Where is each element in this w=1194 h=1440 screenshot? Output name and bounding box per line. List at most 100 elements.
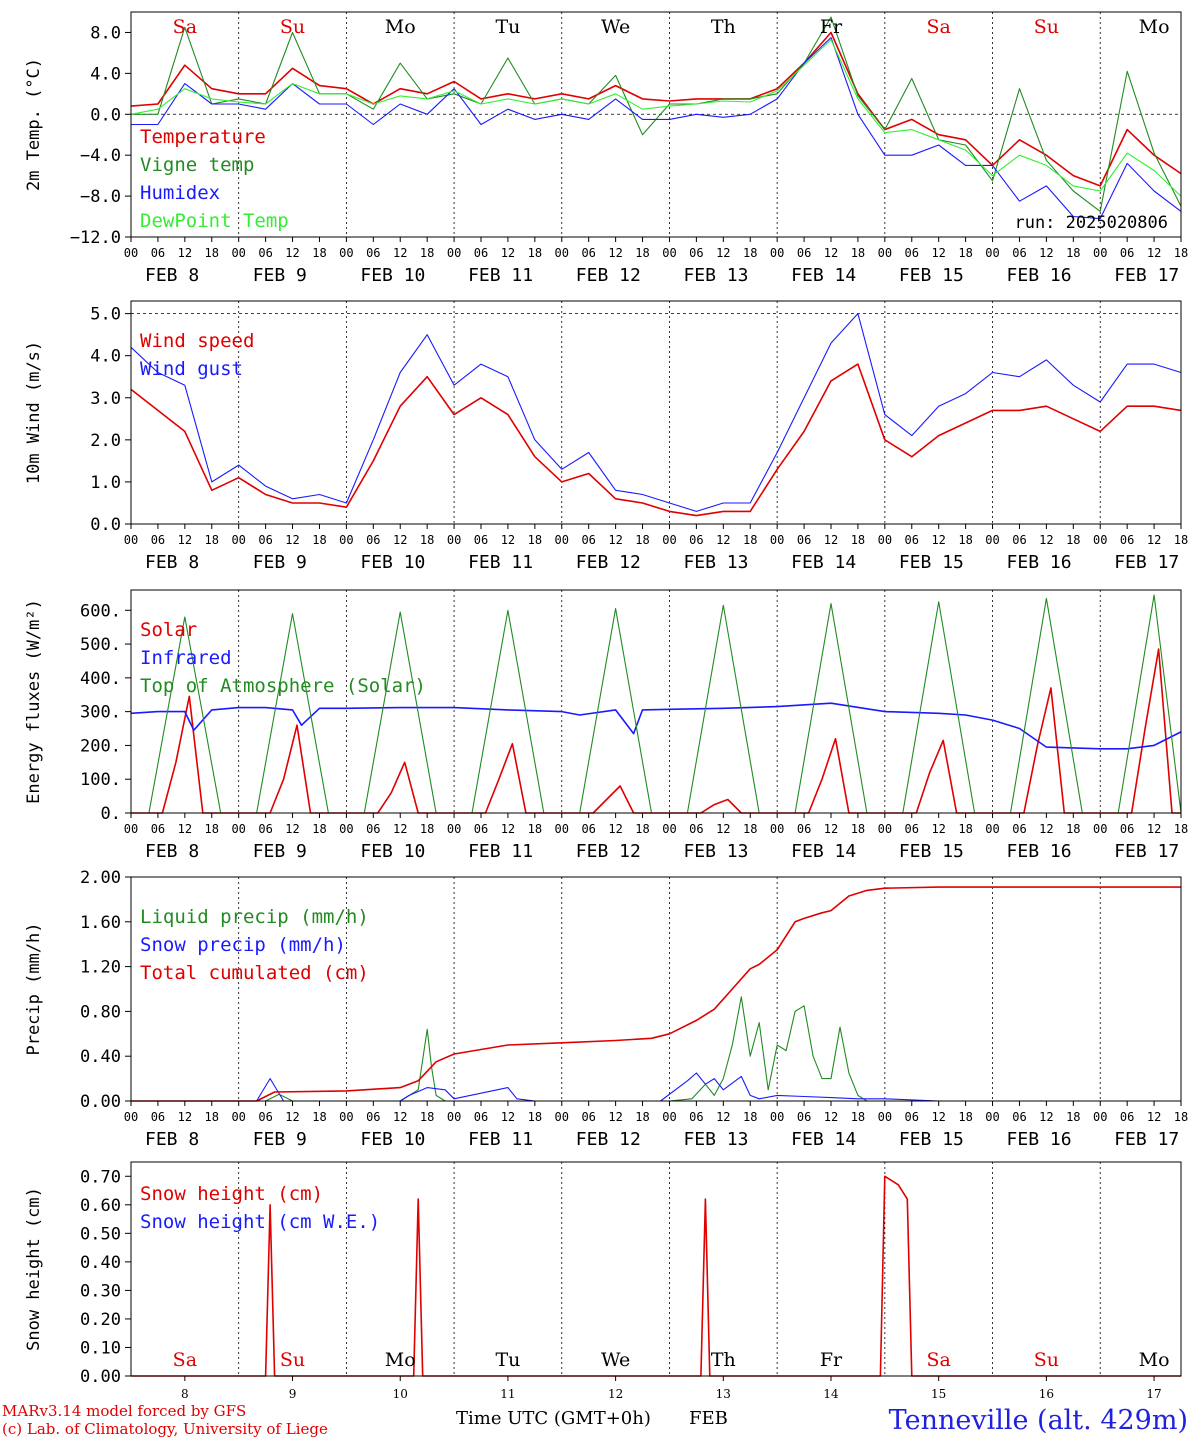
y-axis-label: 10m Wind (m/s) bbox=[24, 341, 44, 484]
y-tick-label: 4.0 bbox=[90, 347, 121, 367]
hour-label: 18 bbox=[312, 822, 326, 836]
date-label: FEB 12 bbox=[576, 265, 641, 286]
hour-label: 12 bbox=[716, 1110, 730, 1124]
date-label: FEB 9 bbox=[253, 265, 307, 286]
legend-entry: Snow height (cm W.E.) bbox=[140, 1211, 380, 1233]
date-label: FEB 10 bbox=[360, 265, 425, 286]
hour-label: 18 bbox=[851, 246, 865, 260]
hour-label: 18 bbox=[205, 822, 219, 836]
day-number: 10 bbox=[393, 1387, 408, 1401]
date-label: FEB 9 bbox=[253, 841, 307, 862]
legend-entry: DewPoint Temp bbox=[140, 210, 289, 232]
hour-label: 06 bbox=[151, 533, 165, 547]
hour-label: 00 bbox=[555, 533, 569, 547]
hour-label: 00 bbox=[124, 246, 138, 260]
hour-label: 18 bbox=[743, 533, 757, 547]
y-tick-label: −12.0 bbox=[70, 228, 121, 248]
hour-label: 00 bbox=[447, 822, 461, 836]
date-label: FEB 14 bbox=[791, 841, 856, 862]
legend-entry: Liquid precip (mm/h) bbox=[140, 906, 369, 928]
hour-label: 12 bbox=[1147, 822, 1161, 836]
series-line-1 bbox=[130, 363, 1182, 517]
legend-entry: Temperature bbox=[140, 126, 266, 148]
y-tick-label: 4.0 bbox=[90, 64, 121, 84]
hour-label: 12 bbox=[393, 533, 407, 547]
date-label: FEB 8 bbox=[145, 1129, 199, 1150]
hour-label: 18 bbox=[312, 533, 326, 547]
hour-label: 06 bbox=[1120, 822, 1134, 836]
hour-label: 18 bbox=[528, 246, 542, 260]
day-name-label: Mo bbox=[1139, 16, 1170, 38]
legend-entry: Wind speed bbox=[140, 330, 254, 352]
series-line-2 bbox=[130, 702, 1182, 750]
hour-label: 12 bbox=[501, 1110, 515, 1124]
date-label: FEB 13 bbox=[683, 552, 748, 573]
y-tick-label: 600. bbox=[80, 601, 121, 621]
panel-3: 0. 100. 200. 300. 400. 500. 600. Energy fluxes … bbox=[24, 589, 1188, 862]
y-tick-label: 2.0 bbox=[90, 431, 121, 451]
y-tick-label: 1.60 bbox=[80, 913, 121, 933]
date-label: FEB 9 bbox=[253, 1129, 307, 1150]
legend-entry: Wind gust bbox=[140, 358, 243, 380]
hour-label: 18 bbox=[743, 1110, 757, 1124]
hour-label: 12 bbox=[393, 822, 407, 836]
hour-label: 00 bbox=[1093, 533, 1107, 547]
hour-label: 06 bbox=[581, 533, 595, 547]
y-tick-label: 0.30 bbox=[80, 1281, 121, 1301]
legend-entry: Infrared bbox=[140, 647, 232, 669]
hour-label: 06 bbox=[258, 533, 272, 547]
day-name-label: Sa bbox=[173, 16, 197, 38]
hour-label: 12 bbox=[178, 533, 192, 547]
y-tick-label: 0.70 bbox=[80, 1167, 121, 1187]
y-tick-label: 100. bbox=[80, 770, 121, 790]
hour-label: 00 bbox=[231, 533, 245, 547]
date-label: FEB 10 bbox=[360, 1129, 425, 1150]
hour-label: 18 bbox=[1174, 533, 1188, 547]
hour-label: 06 bbox=[151, 246, 165, 260]
y-tick-label: 0.80 bbox=[80, 1002, 121, 1022]
hour-label: 00 bbox=[985, 533, 999, 547]
y-tick-label: 2.00 bbox=[80, 868, 121, 888]
hour-label: 06 bbox=[797, 246, 811, 260]
hour-label: 06 bbox=[474, 822, 488, 836]
hour-label: 18 bbox=[958, 246, 972, 260]
legend-entry: Snow height (cm) bbox=[140, 1183, 323, 1205]
hour-label: 12 bbox=[824, 1110, 838, 1124]
hour-label: 06 bbox=[366, 1110, 380, 1124]
hour-label: 00 bbox=[662, 246, 676, 260]
series-line-1 bbox=[130, 31, 1182, 187]
day-name-label: Su bbox=[1034, 16, 1059, 38]
plot-frame bbox=[130, 589, 1182, 814]
hour-label: 06 bbox=[689, 1110, 703, 1124]
y-tick-label: 0.40 bbox=[80, 1047, 121, 1067]
hour-label: 12 bbox=[1039, 1110, 1053, 1124]
hour-label: 12 bbox=[931, 246, 945, 260]
hour-label: 06 bbox=[905, 246, 919, 260]
y-tick-label: 1.20 bbox=[80, 958, 121, 978]
hour-label: 06 bbox=[366, 822, 380, 836]
hour-label: 06 bbox=[1012, 1110, 1026, 1124]
y-tick-label: 0.20 bbox=[80, 1310, 121, 1330]
model-credit: MARv3.14 model forced by GFS bbox=[2, 1402, 246, 1420]
hour-label: 00 bbox=[339, 533, 353, 547]
hour-label: 18 bbox=[1066, 533, 1080, 547]
hour-label: 12 bbox=[608, 822, 622, 836]
date-label: FEB 10 bbox=[360, 552, 425, 573]
date-label: FEB 17 bbox=[1114, 265, 1179, 286]
date-label: FEB 13 bbox=[683, 1129, 748, 1150]
hour-label: 00 bbox=[878, 246, 892, 260]
hour-label: 06 bbox=[258, 822, 272, 836]
date-label: FEB 17 bbox=[1114, 552, 1179, 573]
y-tick-label: −8.0 bbox=[80, 187, 121, 207]
hour-label: 12 bbox=[1147, 1110, 1161, 1124]
hour-label: 12 bbox=[608, 1110, 622, 1124]
hour-label: 06 bbox=[689, 246, 703, 260]
hour-label: 18 bbox=[743, 246, 757, 260]
date-label: FEB 16 bbox=[1007, 841, 1072, 862]
hour-label: 06 bbox=[1012, 822, 1026, 836]
hour-label: 06 bbox=[1120, 533, 1134, 547]
y-tick-label: 5.0 bbox=[90, 305, 121, 325]
hour-label: 12 bbox=[1039, 822, 1053, 836]
y-tick-label: 500. bbox=[80, 635, 121, 655]
hour-label: 00 bbox=[878, 822, 892, 836]
